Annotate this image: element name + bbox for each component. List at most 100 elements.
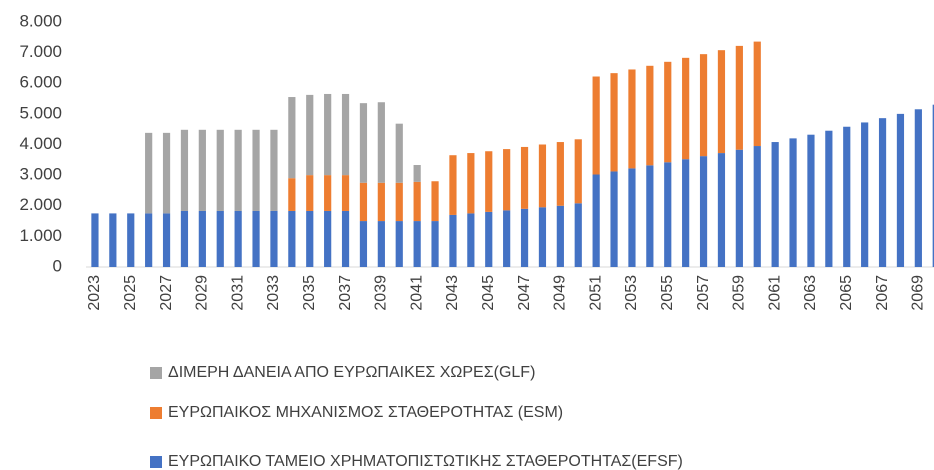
bar-segment — [861, 122, 869, 267]
bar-segment — [359, 103, 368, 183]
bar-segment — [753, 41, 761, 147]
bar-segment — [198, 129, 206, 211]
bar-segment — [717, 50, 726, 154]
bar-segment — [753, 146, 761, 267]
y-tick-label: 8.000 — [19, 11, 62, 30]
bar-segment — [377, 182, 385, 222]
bar-segment — [682, 57, 690, 160]
bar-segment — [682, 159, 690, 267]
x-tick-label: 2043 — [444, 275, 461, 311]
bar-segment — [485, 211, 493, 267]
y-tick-label: 0 — [53, 256, 62, 275]
bar-segment — [216, 129, 224, 211]
y-tick-label: 1.000 — [19, 226, 62, 245]
x-tick-label: 2029 — [194, 275, 211, 311]
legend-swatch — [150, 456, 162, 468]
bar-segment — [878, 118, 887, 267]
bar-segment — [556, 205, 564, 267]
legend-label: ΕΥΡΩΠΑΙΚΟΣ ΜΗΧΑΝΙΣΜΟΣ ΣΤΑΘΕΡΟΤΗΤΑΣ (ESM) — [168, 404, 563, 421]
bar-segment — [771, 142, 779, 267]
bar-segment — [699, 54, 708, 157]
x-tick-label: 2025 — [122, 275, 139, 311]
bar-segment — [807, 134, 815, 267]
bar-segment — [717, 153, 726, 267]
bar-segment — [574, 139, 582, 204]
bar-segment — [843, 126, 851, 267]
bar-segment — [467, 153, 475, 214]
bar-segment — [825, 130, 833, 267]
bar-segment — [180, 210, 189, 267]
bar-segment — [431, 181, 439, 222]
bar-segment — [592, 174, 600, 267]
bar-segment — [270, 210, 278, 267]
x-tick-label: 2063 — [802, 275, 819, 311]
bar-segment — [503, 210, 511, 267]
bar-segment — [145, 213, 153, 267]
y-tick-label: 7.000 — [19, 42, 62, 61]
bar-segment — [628, 69, 636, 169]
bar-segment — [324, 175, 332, 211]
x-tick-label: 2069 — [910, 275, 927, 311]
bar-segment — [288, 97, 296, 179]
bar-segment — [735, 45, 743, 150]
bar-segment — [395, 182, 403, 222]
bar-segment — [324, 210, 332, 267]
bar-segment — [306, 210, 314, 267]
bar-segment — [431, 221, 439, 267]
bar-segment — [592, 76, 600, 175]
y-tick-label: 3.000 — [19, 165, 62, 184]
y-tick-label: 2.000 — [19, 195, 62, 214]
bar-segment — [538, 207, 547, 267]
bar-segment — [198, 210, 206, 267]
bar-segment — [359, 182, 368, 222]
x-tick-label: 2059 — [731, 275, 748, 311]
bar-segment — [413, 221, 421, 267]
bar-segment — [341, 210, 350, 267]
bar-segment — [341, 93, 350, 176]
bar-segment — [288, 210, 296, 267]
bar-segment — [288, 178, 296, 211]
x-tick-label: 2027 — [158, 275, 175, 311]
bar-segment — [449, 155, 457, 215]
y-tick-label: 6.000 — [19, 73, 62, 92]
bar-segment — [377, 102, 385, 183]
bar-segment — [932, 104, 934, 267]
x-tick-label: 2055 — [659, 275, 676, 311]
bar-segment — [270, 129, 278, 211]
x-tick-label: 2053 — [623, 275, 640, 311]
bar-segment — [91, 213, 99, 267]
bar-segment — [574, 203, 582, 267]
bar-segment — [252, 129, 260, 211]
x-tick-label: 2041 — [408, 275, 425, 311]
x-tick-label: 2061 — [766, 275, 783, 311]
bar-segment — [234, 129, 242, 211]
bar-segment — [127, 213, 135, 267]
bar-segment — [252, 210, 260, 267]
x-tick-label: 2051 — [587, 275, 604, 311]
bar-segment — [180, 129, 189, 211]
bar-segment — [503, 149, 511, 211]
bar-segment — [664, 162, 672, 267]
bar-segment — [610, 171, 618, 267]
bar-segment — [485, 151, 493, 212]
bar-segment — [377, 221, 385, 267]
bar-segment — [789, 138, 797, 267]
legend-swatch — [150, 407, 162, 419]
bar-segment — [234, 210, 242, 267]
x-tick-label: 2045 — [480, 275, 497, 311]
bar-segment — [520, 208, 529, 267]
bar-segment — [664, 61, 672, 163]
bar-segment — [395, 221, 403, 267]
legend-swatch — [150, 367, 162, 379]
bar-segment — [341, 175, 350, 211]
bar-segment — [216, 210, 224, 267]
legend-label: ΔΙΜΕΡΗ ΔΑΝΕΙΑ ΑΠΟ ΕΥΡΩΠΑΙΚΕΣ ΧΩΡΕΣ(GLF) — [168, 364, 535, 381]
bar-segment — [395, 123, 403, 183]
bar-segment — [324, 93, 332, 176]
bar-segment — [556, 142, 564, 206]
bar-segment — [145, 132, 153, 214]
bar-segment — [914, 109, 922, 267]
x-tick-label: 2033 — [265, 275, 282, 311]
x-tick-label: 2039 — [373, 275, 390, 311]
